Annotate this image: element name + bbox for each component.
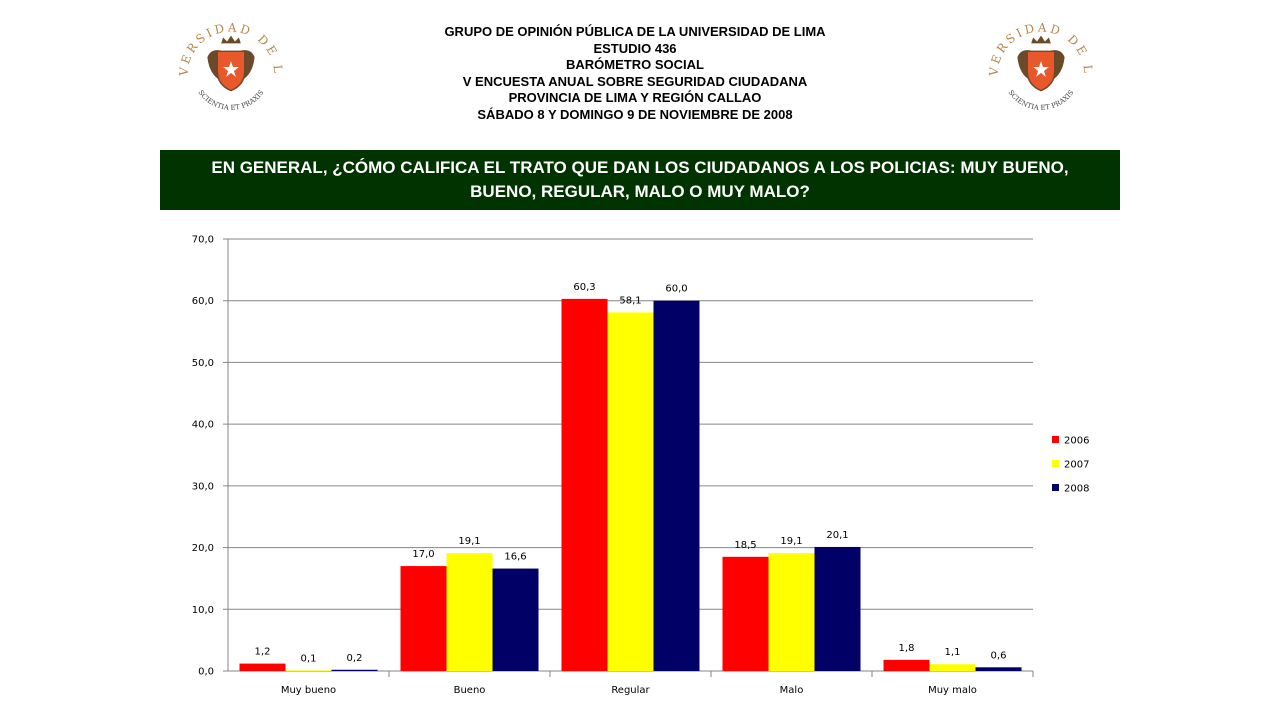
header-line-study: ESTUDIO 436 <box>593 40 677 56</box>
y-tick-label: 60,0 <box>192 296 214 307</box>
survey-header: GRUPO DE OPINIÓN PÚBLICA DE LA UNIVERSID… <box>400 24 870 123</box>
data-label: 58,1 <box>619 295 641 306</box>
header-line-region: PROVINCIA DE LIMA Y REGIÓN CALLAO <box>508 90 762 105</box>
data-label: 60,3 <box>573 282 595 293</box>
data-label: 1,2 <box>255 647 271 658</box>
bar-2007 <box>768 553 815 671</box>
data-label: 0,6 <box>991 650 1007 661</box>
bar-2007 <box>607 312 654 671</box>
y-tick-label: 70,0 <box>192 235 214 246</box>
header-line-organization: GRUPO DE OPINIÓN PÚBLICA DE LA UNIVERSID… <box>444 24 826 39</box>
data-label: 16,6 <box>504 552 526 563</box>
bar-2006 <box>400 566 447 671</box>
data-label: 19,1 <box>780 536 802 547</box>
data-label: 19,1 <box>458 536 480 547</box>
legend-swatch-2006 <box>1052 436 1059 443</box>
bar-2008 <box>492 568 539 671</box>
university-logo-left: UNIVERSIDAD DE LIMASCIENTIA ET PRAXIS <box>172 10 283 112</box>
bar-2007 <box>929 664 976 671</box>
y-tick-label: 50,0 <box>192 358 214 369</box>
bar-2006 <box>722 556 769 671</box>
header-line-barometer: BARÓMETRO SOCIAL <box>566 57 704 72</box>
bar-2006 <box>883 659 930 671</box>
header-line-survey-title: V ENCUESTA ANUAL SOBRE SEGURIDAD CIUDADA… <box>462 73 808 89</box>
bar-2008 <box>975 667 1022 671</box>
x-category-label: Malo <box>780 685 804 696</box>
legend-swatch-2008 <box>1052 484 1059 491</box>
bar-2007 <box>285 670 332 671</box>
legend-swatch-2007 <box>1052 460 1059 467</box>
legend-label-2006: 2006 <box>1064 436 1089 447</box>
x-category-label: Muy malo <box>928 685 977 696</box>
star-icon <box>1033 61 1049 77</box>
data-label: 1,8 <box>899 643 915 654</box>
bar-2006 <box>239 663 286 671</box>
data-label: 1,1 <box>945 647 961 658</box>
bar-2006 <box>561 298 608 671</box>
legend-label-2007: 2007 <box>1064 460 1089 471</box>
y-tick-label: 30,0 <box>192 481 214 492</box>
y-tick-label: 40,0 <box>192 420 214 431</box>
university-logo-right: UNIVERSIDAD DE LIMASCIENTIA ET PRAXIS <box>982 10 1093 112</box>
legend-label-2008: 2008 <box>1064 484 1089 495</box>
data-label: 18,5 <box>734 540 756 551</box>
crown-icon <box>1031 35 1051 44</box>
data-label: 17,0 <box>412 549 434 560</box>
question-banner: EN GENERAL, ¿CÓMO CALIFICA EL TRATO QUE … <box>160 150 1120 210</box>
x-category-label: Regular <box>611 685 650 696</box>
bar-2008 <box>331 669 378 671</box>
header-line-date: SÁBADO 8 Y DOMINGO 9 DE NOVIEMBRE DE 200… <box>477 106 793 122</box>
data-label: 0,1 <box>301 653 317 664</box>
x-category-label: Muy bueno <box>281 685 336 696</box>
star-icon <box>223 61 239 77</box>
bar-2007 <box>446 553 493 671</box>
data-label: 60,0 <box>665 284 687 295</box>
data-label: 20,1 <box>826 530 848 541</box>
bar-2008 <box>653 300 700 671</box>
y-tick-label: 10,0 <box>192 605 214 616</box>
crown-icon <box>221 35 241 44</box>
data-label: 0,2 <box>347 653 363 664</box>
x-category-label: Bueno <box>454 685 486 696</box>
y-tick-label: 0,0 <box>198 667 214 678</box>
y-tick-label: 20,0 <box>192 543 214 554</box>
bar-2008 <box>814 546 861 671</box>
